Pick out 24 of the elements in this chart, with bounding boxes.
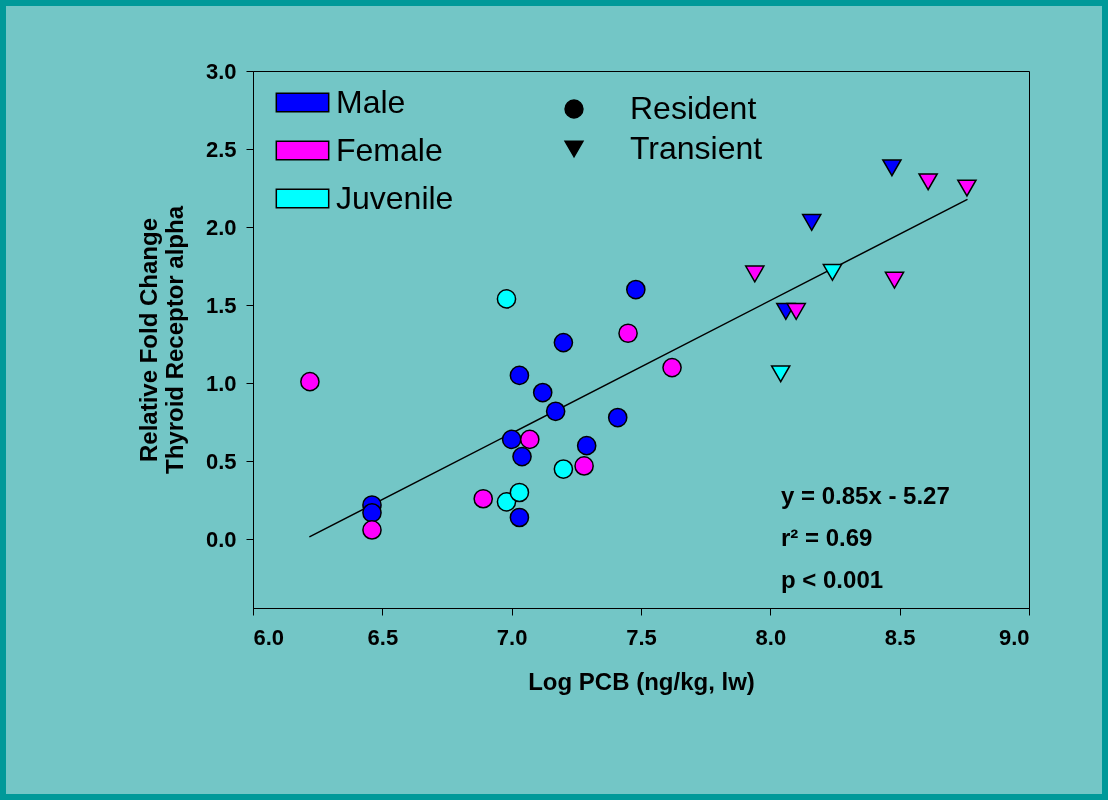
y-tick-label: 1.5 [205, 292, 237, 318]
legend-label: Juvenile [336, 179, 454, 216]
annotation: Resident [630, 90, 757, 126]
annotation: y = 0.85x - 5.27 [781, 482, 950, 509]
y-tick-label: 0.5 [205, 448, 237, 474]
annotation: p < 0.001 [781, 566, 884, 593]
x-tick-label: 8.0 [755, 624, 787, 650]
y-axis-title: Relative Fold Change Thyroid Receptor alpha [134, 205, 188, 475]
x-tick-label: 7.0 [496, 624, 528, 650]
y-tick-label: 0.0 [205, 526, 237, 552]
x-tick-label: 6.0 [253, 624, 285, 650]
x-tick-label: 7.5 [626, 624, 657, 650]
annotation: Transient [630, 130, 763, 166]
legend-label: Female [336, 131, 443, 168]
annotation: r² = 0.69 [781, 524, 873, 551]
y-tick-label: 1.0 [205, 370, 237, 396]
y-tick-label: 3.0 [205, 58, 237, 84]
y-tick-label: 2.0 [205, 214, 237, 240]
x-axis-title: Log PCB (ng/kg, lw) [528, 667, 755, 695]
x-tick-label: 8.5 [884, 624, 916, 650]
y-tick-label: 2.5 [205, 136, 237, 162]
legend-label: Male [336, 83, 406, 120]
x-tick-label: 9.0 [998, 624, 1030, 650]
x-tick-label: 6.5 [367, 624, 399, 650]
